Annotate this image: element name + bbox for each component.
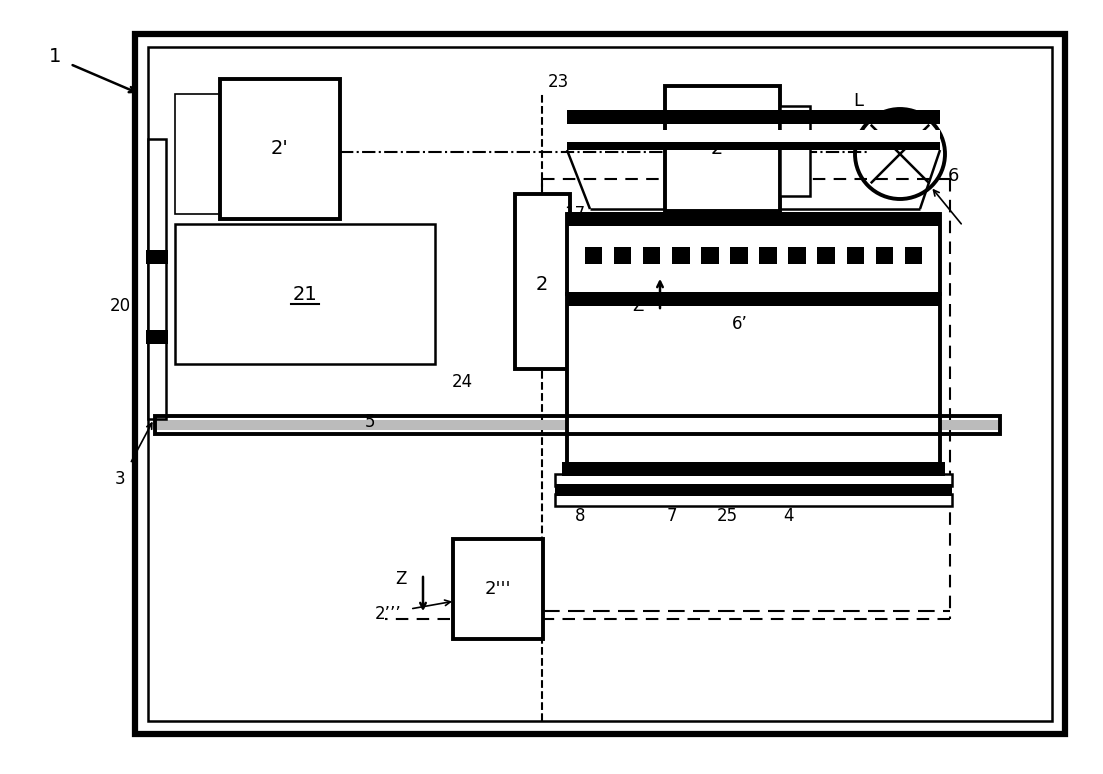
Text: 8: 8	[575, 507, 586, 525]
Bar	[567, 212, 940, 226]
Text: 6’: 6’	[732, 315, 748, 333]
Bar	[563, 462, 945, 476]
Bar	[876, 247, 893, 264]
Bar	[219, 79, 340, 219]
Bar	[665, 86, 780, 211]
Bar	[148, 139, 165, 419]
Bar	[555, 484, 952, 496]
Bar	[672, 247, 689, 264]
Text: 2''': 2'''	[484, 580, 512, 598]
Text: 17: 17	[565, 205, 586, 223]
Bar	[567, 142, 940, 150]
Bar	[759, 247, 777, 264]
Bar	[156, 420, 1000, 430]
Text: Z: Z	[395, 570, 407, 588]
Bar	[817, 247, 835, 264]
Text: 7: 7	[666, 507, 677, 525]
Bar	[567, 130, 940, 144]
Bar	[555, 474, 952, 486]
Text: 2'': 2''	[710, 139, 733, 159]
Text: 20: 20	[109, 297, 130, 315]
Bar	[175, 94, 265, 214]
Bar	[643, 247, 661, 264]
Text: Z: Z	[632, 297, 644, 315]
Bar	[847, 247, 864, 264]
Text: 21: 21	[292, 285, 318, 303]
Bar	[453, 539, 543, 639]
Bar	[135, 34, 1065, 734]
Text: 5: 5	[365, 413, 375, 431]
Bar	[567, 292, 940, 306]
Text: 2: 2	[536, 275, 548, 293]
Bar	[567, 294, 940, 464]
Bar	[148, 47, 1052, 721]
Bar	[515, 194, 570, 369]
Text: 1: 1	[49, 46, 61, 66]
Text: L: L	[853, 92, 863, 110]
Bar	[555, 494, 952, 506]
Bar	[146, 250, 168, 264]
Bar	[567, 214, 940, 294]
Bar	[567, 110, 940, 124]
Text: 25: 25	[717, 507, 738, 525]
Text: 6: 6	[947, 167, 959, 185]
Text: 2': 2'	[271, 139, 289, 159]
Text: 24: 24	[451, 373, 472, 391]
Bar	[789, 247, 806, 264]
Bar	[904, 247, 922, 264]
Bar	[730, 247, 748, 264]
Bar	[156, 416, 1000, 434]
Bar	[702, 247, 718, 264]
Text: 2’’’: 2’’’	[375, 605, 401, 623]
Bar	[146, 330, 168, 344]
Text: 3: 3	[115, 470, 126, 488]
Bar	[780, 106, 810, 196]
Text: 4: 4	[783, 507, 793, 525]
Bar	[175, 224, 435, 364]
Bar	[585, 247, 602, 264]
Text: 23: 23	[547, 73, 569, 91]
Bar	[614, 247, 631, 264]
